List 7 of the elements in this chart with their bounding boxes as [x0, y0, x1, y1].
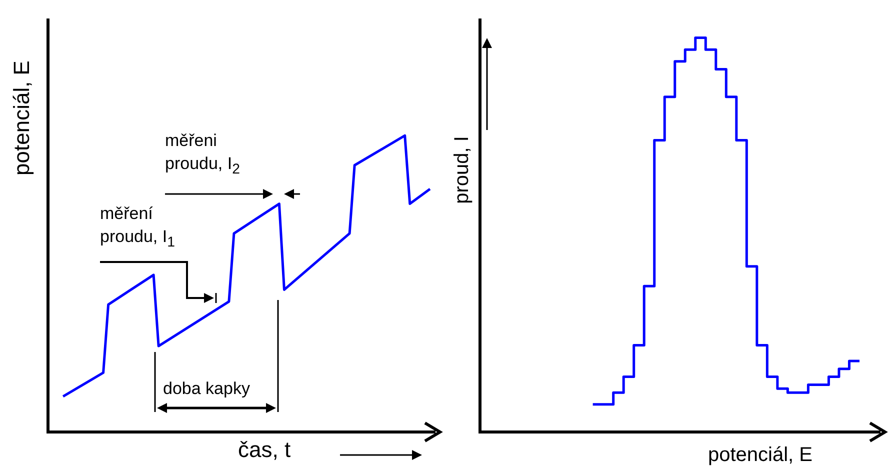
- y-axis-title: potenciál, E: [8, 60, 34, 176]
- y-axis-title: proud, I: [451, 136, 473, 204]
- annotation: doba kapky: [163, 378, 251, 400]
- annotation: měření proudu, I$_{1}$: [100, 203, 176, 252]
- x-axis-title: čas, t: [238, 437, 291, 462]
- x-axis-title: potenciál, E: [708, 444, 813, 466]
- annotation: měřeni proudu, I$_{2}$: [165, 130, 241, 180]
